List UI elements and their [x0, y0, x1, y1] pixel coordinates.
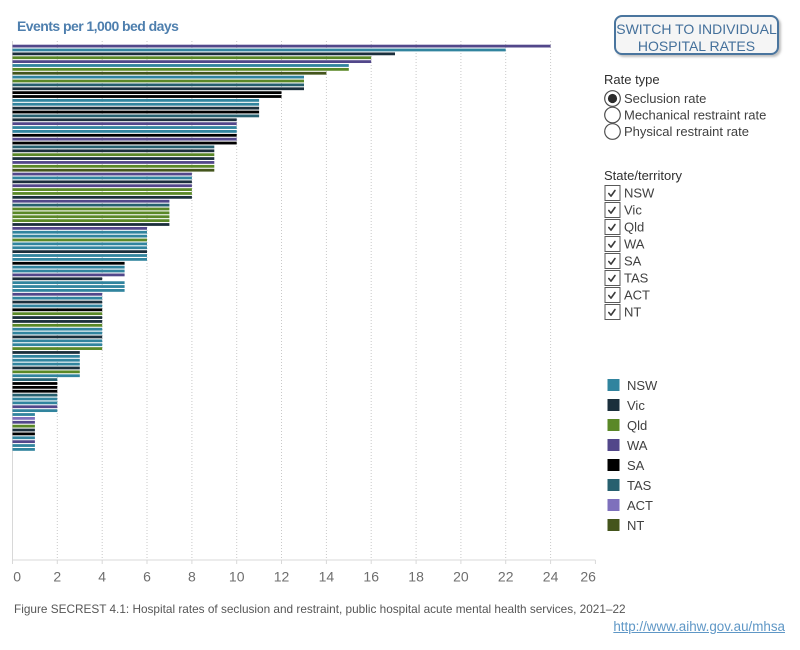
svg-text:10: 10 — [229, 569, 245, 585]
svg-text:SA: SA — [624, 254, 642, 269]
svg-text:20: 20 — [453, 569, 469, 585]
svg-text:SA: SA — [627, 458, 645, 473]
svg-text:12: 12 — [274, 569, 290, 585]
svg-text:NT: NT — [627, 518, 644, 533]
svg-text:WA: WA — [627, 438, 648, 453]
svg-text:22: 22 — [498, 569, 514, 585]
svg-text:Seclusion rate: Seclusion rate — [624, 91, 706, 106]
svg-text:WA: WA — [624, 237, 645, 252]
svg-text:26: 26 — [580, 569, 596, 585]
svg-text:24: 24 — [543, 569, 559, 585]
svg-text:0: 0 — [13, 569, 21, 585]
svg-text:ACT: ACT — [627, 498, 653, 513]
svg-text:18: 18 — [408, 569, 424, 585]
svg-text:Vic: Vic — [624, 203, 642, 218]
svg-text:8: 8 — [188, 569, 196, 585]
svg-text:14: 14 — [319, 569, 335, 585]
svg-text:Mechanical restraint rate: Mechanical restraint rate — [624, 108, 766, 123]
svg-text:2: 2 — [53, 569, 61, 585]
svg-text:Vic: Vic — [627, 398, 645, 413]
svg-text:NSW: NSW — [624, 186, 655, 201]
svg-text:Qld: Qld — [627, 418, 647, 433]
svg-text:TAS: TAS — [627, 478, 652, 493]
svg-text:ACT: ACT — [624, 288, 650, 303]
svg-text:16: 16 — [363, 569, 379, 585]
svg-text:TAS: TAS — [624, 271, 649, 286]
svg-text:Qld: Qld — [624, 220, 644, 235]
svg-text:Physical restraint rate: Physical restraint rate — [624, 124, 749, 139]
svg-text:NT: NT — [624, 305, 641, 320]
svg-text:4: 4 — [98, 569, 106, 585]
svg-text:NSW: NSW — [627, 378, 658, 393]
svg-text:6: 6 — [143, 569, 151, 585]
